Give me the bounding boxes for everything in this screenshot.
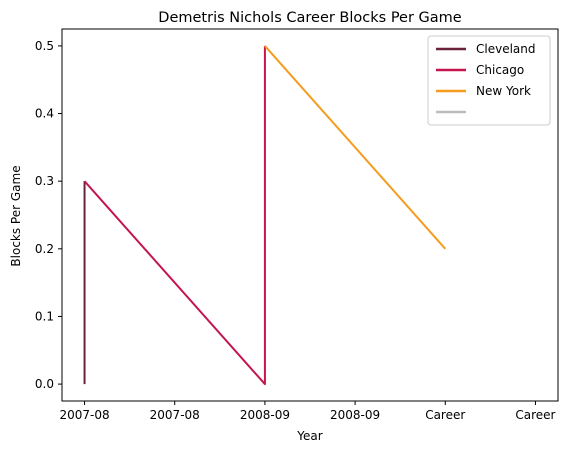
x-tick-label: 2008-09 (330, 408, 380, 422)
ticks: 2007-08 2007-08 2008-09 2008-09 Career Career… (35, 39, 556, 422)
x-tick-label: Career (515, 408, 555, 422)
x-tick-label: 2007-08 (150, 408, 200, 422)
y-tick-label: 0.5 (35, 39, 54, 53)
y-tick-label: 0.2 (35, 242, 54, 256)
plot-frame (61, 28, 559, 402)
legend-label: Chicago (476, 63, 524, 77)
x-tick-label: Career (425, 408, 465, 422)
legend-box (427, 35, 551, 126)
series-line (83, 45, 266, 386)
y-tick-label: 0.0 (35, 377, 54, 391)
y-tick-label: 0.3 (35, 174, 54, 188)
legend-label: New York (476, 84, 531, 98)
lines (83, 45, 447, 386)
x-tick-label: 2008-09 (240, 408, 290, 422)
chart-title: Demetris Nichols Career Blocks Per Game (158, 10, 461, 26)
legend: Cleveland Chicago New York (427, 35, 551, 126)
x-tick-label: 2007-08 (59, 408, 109, 422)
y-tick-label: 0.1 (35, 309, 54, 323)
y-axis-label: Blocks Per Game (9, 165, 23, 266)
legend-label: Cleveland (476, 42, 536, 56)
series-line (264, 45, 447, 250)
y-tick-label: 0.4 (35, 107, 54, 121)
x-axis-label: Year (296, 429, 322, 443)
